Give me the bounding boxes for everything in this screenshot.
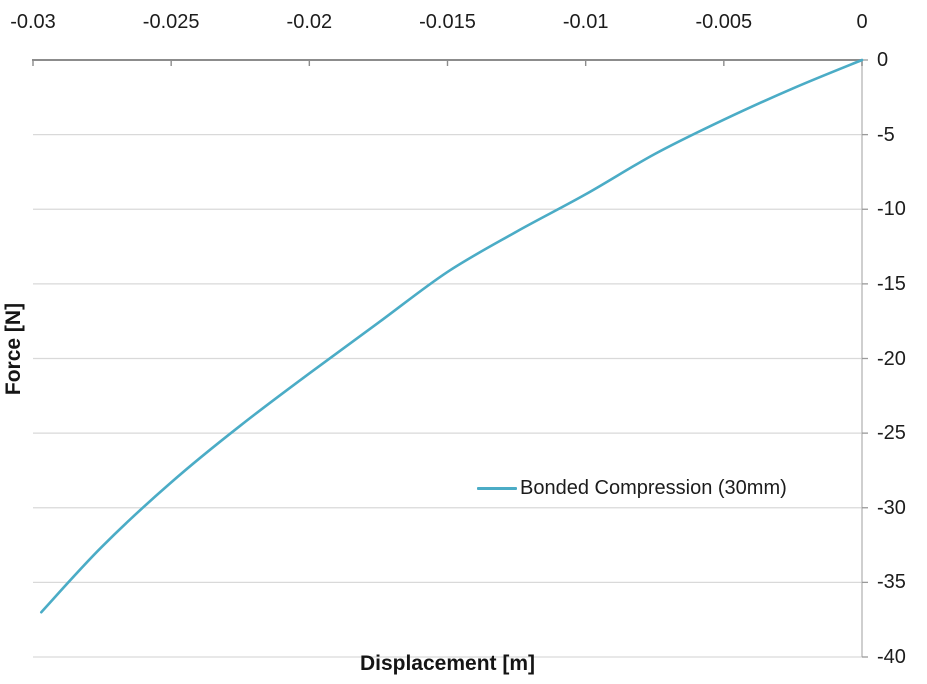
x-tick-label: -0.005	[695, 11, 753, 33]
x-axis-title: Displacement [m]	[359, 652, 536, 675]
y-tick-label: -15	[877, 272, 906, 295]
x-tick-label: -0.02	[286, 11, 333, 33]
data-series-line	[40, 58, 864, 614]
x-tick-label: -0.01	[562, 11, 609, 33]
y-tick-label: -20	[877, 347, 906, 370]
y-tick-label: -40	[877, 646, 906, 668]
y-tick-label: -35	[877, 571, 906, 594]
y-tick-label: -10	[877, 198, 906, 221]
y-axis-title: Force [N]	[2, 302, 25, 396]
y-tick-label: -25	[877, 422, 906, 445]
legend-label: Bonded Compression (30mm)	[520, 476, 787, 499]
legend-line-swatch	[477, 486, 517, 490]
x-tick-label: 0	[856, 11, 868, 33]
x-tick-label: -0.03	[10, 11, 56, 33]
y-tick-label: -5	[877, 123, 895, 146]
x-tick-label: -0.015	[419, 11, 476, 33]
y-tick-label: -30	[877, 496, 906, 519]
x-tick-label: -0.025	[142, 11, 200, 33]
y-tick-label: 0	[877, 49, 889, 71]
legend: Bonded Compression (30mm)	[477, 476, 787, 499]
